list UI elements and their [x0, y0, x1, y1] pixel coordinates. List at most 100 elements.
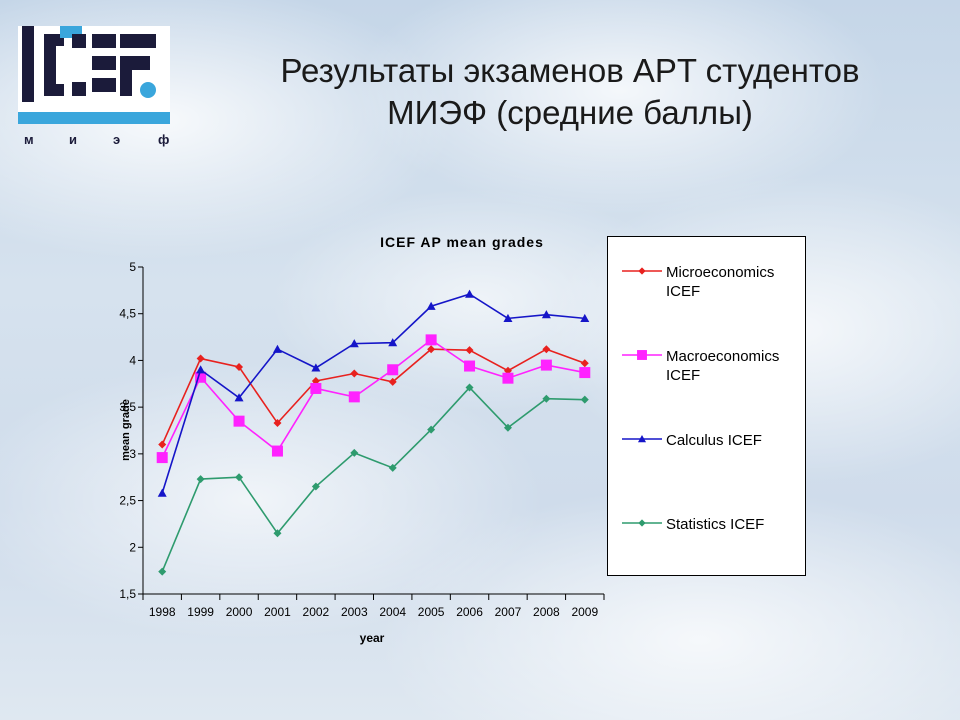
logo-letter-e: э: [113, 132, 120, 147]
legend-label-macroeconomics: Macroeconomics ICEF: [666, 348, 780, 384]
data-point: [465, 289, 475, 298]
series-line: [161, 338, 585, 458]
data-point: [311, 482, 320, 491]
x-tick-label: 2002: [303, 605, 330, 619]
legend-label-calculus: Calculus ICEF: [666, 432, 762, 449]
x-tick-label: 2003: [341, 605, 368, 619]
legend-swatch-calculus: [622, 434, 662, 443]
data-point: [542, 394, 551, 403]
chart-legend: Microeconomics ICEF Macroeconomics ICEF …: [607, 236, 806, 576]
x-tick-label: 2009: [571, 605, 598, 619]
y-tick-label: 4: [129, 353, 136, 367]
y-tick-label: 5: [129, 260, 136, 274]
x-tick-label: 2005: [418, 605, 445, 619]
data-point: [235, 473, 244, 482]
data-point: [541, 310, 551, 319]
data-point: [348, 391, 360, 403]
data-point: [350, 369, 359, 378]
chart-axes: 1,5 2 2,5 3 3,5 4 4,5 5 1998 1999 2000 2001 2002 2003…: [119, 260, 605, 619]
x-tick-label: 1999: [187, 605, 214, 619]
y-axis-label: mean grade: [120, 399, 132, 461]
data-point: [388, 338, 398, 347]
logo-letter-f: ф: [158, 132, 169, 147]
logo-letter-m: м: [24, 132, 34, 147]
series-statistics: [158, 383, 589, 576]
data-point: [502, 372, 514, 384]
data-point: [540, 359, 552, 371]
legend-marker: [638, 267, 646, 275]
y-tick-label: 2: [129, 540, 136, 554]
series-calculus: [157, 289, 590, 497]
data-point: [427, 345, 436, 354]
series-line: [161, 293, 585, 494]
data-point: [234, 393, 244, 402]
slide-title-line-2: МИЭФ (средние баллы): [387, 94, 753, 131]
chart-series: [156, 289, 591, 576]
data-point: [273, 419, 282, 428]
logo-letter-i: и: [69, 132, 77, 147]
data-point: [427, 425, 436, 434]
data-point: [157, 488, 167, 497]
data-point: [196, 475, 205, 484]
legend-swatch-microeconomics: [622, 267, 662, 275]
data-point: [272, 344, 282, 353]
x-tick-label: 2008: [533, 605, 560, 619]
series-line: [161, 386, 585, 572]
data-point: [464, 360, 476, 372]
chart-title: ICEF AP mean grades: [380, 234, 544, 250]
x-tick-label: 2001: [264, 605, 291, 619]
x-axis-label: year: [360, 631, 385, 645]
data-point: [158, 567, 167, 576]
data-point: [350, 448, 359, 457]
data-point: [195, 371, 207, 383]
data-point: [580, 395, 589, 404]
x-tick-label: 2000: [226, 605, 253, 619]
legend-marker: [638, 519, 646, 527]
data-point: [310, 382, 322, 394]
data-point: [311, 363, 321, 372]
data-point: [388, 463, 397, 472]
data-point: [156, 452, 168, 464]
data-point: [465, 383, 474, 392]
legend-label-microeconomics: Microeconomics ICEF: [666, 264, 775, 300]
data-point: [387, 364, 399, 376]
x-tick-label: 2006: [456, 605, 483, 619]
series-macroeconomics: [156, 334, 591, 464]
data-point: [196, 365, 206, 374]
series-microeconomics: [158, 345, 589, 449]
data-point: [426, 301, 436, 310]
y-tick-label: 3,5: [119, 400, 136, 414]
slide-title: Результаты экзаменов APT студентов МИЭФ …: [190, 50, 950, 134]
data-point: [273, 529, 282, 538]
data-point: [233, 415, 245, 427]
data-point: [503, 313, 513, 322]
data-point: [503, 423, 512, 432]
data-point: [349, 339, 359, 348]
x-tick-label: 1998: [149, 605, 176, 619]
x-tick-label: 2007: [495, 605, 522, 619]
legend-marker: [637, 434, 647, 443]
legend-swatch-macroeconomics: [622, 350, 662, 360]
data-point: [425, 334, 437, 346]
y-tick-label: 2,5: [119, 494, 136, 508]
data-point: [579, 367, 591, 379]
data-point: [580, 359, 589, 368]
data-point: [271, 445, 283, 457]
data-point: [196, 354, 205, 363]
y-tick-label: 1,5: [119, 587, 136, 601]
x-tick-label: 2004: [379, 605, 406, 619]
y-tick-label: 3: [129, 447, 136, 461]
data-point: [580, 313, 590, 322]
y-tick-label: 4,5: [119, 307, 136, 321]
legend-marker: [637, 350, 647, 360]
data-point: [158, 440, 167, 449]
data-point: [465, 346, 474, 355]
legend-swatch-statistics: [622, 519, 662, 527]
data-point: [388, 377, 397, 386]
data-point: [235, 362, 244, 371]
icef-logo: м и э ф: [18, 26, 170, 147]
series-line: [161, 348, 586, 445]
slide-title-line-1: Результаты экзаменов APT студентов: [280, 52, 860, 89]
data-point: [542, 345, 551, 354]
